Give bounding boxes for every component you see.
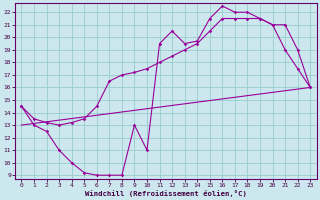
X-axis label: Windchill (Refroidissement éolien,°C): Windchill (Refroidissement éolien,°C) [85, 190, 247, 197]
